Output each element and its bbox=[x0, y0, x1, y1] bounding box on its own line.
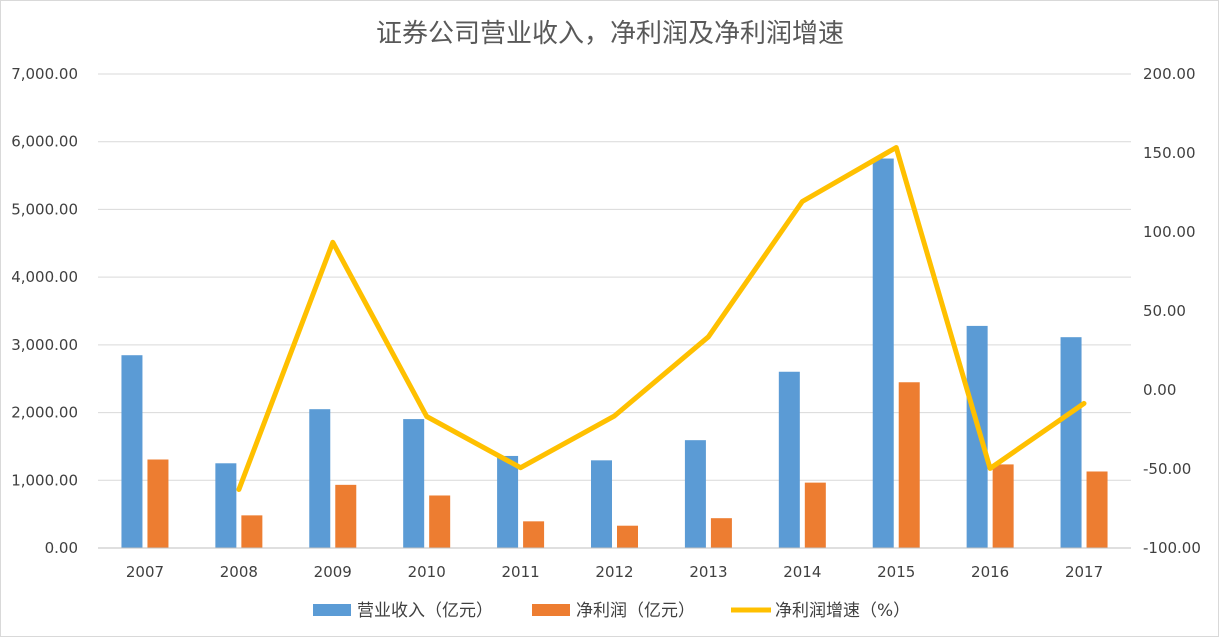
x-axis-tick-label: 2016 bbox=[971, 563, 1009, 581]
net-profit-bar bbox=[804, 482, 826, 548]
left-axis-tick-label: 0.00 bbox=[45, 539, 78, 557]
x-axis-tick-label: 2011 bbox=[501, 563, 539, 581]
revenue-bar bbox=[966, 325, 988, 548]
left-axis: 0.00 1,000.00 2,000.00 3,000.00 4,000.00 5,00… bbox=[11, 65, 78, 557]
net-profit-bar bbox=[710, 518, 732, 548]
left-axis-tick-label: 7,000.00 bbox=[11, 65, 78, 83]
right-axis-tick-label: 0.00 bbox=[1143, 381, 1176, 399]
x-axis: 2007 2008 2009 2010 2011 2012 2013 2014 2015 2016… bbox=[98, 547, 1131, 581]
left-axis-tick-label: 3,000.00 bbox=[11, 336, 78, 354]
left-axis-tick-label: 1,000.00 bbox=[11, 471, 78, 489]
revenue-bar bbox=[778, 371, 800, 548]
net-profit-bar bbox=[523, 521, 545, 548]
x-axis-tick-label: 2007 bbox=[126, 563, 164, 581]
revenue-bar bbox=[215, 463, 237, 548]
x-axis-tick-label: 2013 bbox=[689, 563, 727, 581]
net-profit-bar bbox=[429, 495, 451, 548]
right-axis-tick-label: -100.00 bbox=[1143, 539, 1201, 557]
right-axis: -100.00 -50.00 0.00 50.00 100.00 150.00 200.00 bbox=[1143, 65, 1201, 557]
revenue-bar bbox=[872, 158, 894, 548]
bars bbox=[121, 158, 1108, 548]
net-profit-bar bbox=[1086, 471, 1108, 548]
revenue-bar bbox=[684, 440, 706, 548]
growth-line-layer bbox=[236, 145, 1087, 492]
left-axis-tick-label: 2,000.00 bbox=[11, 404, 78, 422]
net-profit-growth-line bbox=[236, 145, 1087, 492]
net-profit-bar bbox=[617, 525, 638, 548]
net-profit-bar bbox=[335, 484, 357, 548]
left-axis-tick-label: 4,000.00 bbox=[11, 268, 78, 286]
net-profit-bar bbox=[241, 515, 263, 548]
x-axis-tick-label: 2015 bbox=[877, 563, 915, 581]
right-axis-tick-label: 50.00 bbox=[1143, 302, 1186, 320]
x-axis-tick-label: 2012 bbox=[595, 563, 633, 581]
revenue-bar bbox=[309, 409, 331, 548]
revenue-bar bbox=[121, 355, 143, 548]
legend-label: 营业收入（亿元） bbox=[357, 601, 493, 621]
net-profit-bar bbox=[898, 382, 920, 548]
revenue-bar bbox=[1060, 337, 1082, 548]
right-axis-tick-label: 100.00 bbox=[1143, 223, 1196, 241]
net-profit-bar bbox=[147, 459, 169, 548]
chart-title: 证券公司营业收入，净利润及净利润增速 bbox=[376, 19, 844, 49]
x-axis-tick-label: 2008 bbox=[220, 563, 258, 581]
legend: 营业收入（亿元） 净利润（亿元） 净利润增速（%） bbox=[313, 601, 910, 621]
left-axis-tick-label: 5,000.00 bbox=[11, 200, 78, 218]
right-axis-tick-label: 200.00 bbox=[1143, 65, 1196, 83]
legend-label: 净利润（亿元） bbox=[576, 601, 695, 621]
legend-swatch bbox=[313, 604, 351, 616]
legend-swatch bbox=[532, 604, 570, 616]
legend-label: 净利润增速（%） bbox=[775, 601, 910, 621]
x-axis-tick-label: 2017 bbox=[1065, 563, 1103, 581]
x-axis-tick-label: 2010 bbox=[408, 563, 446, 581]
right-axis-tick-label: -50.00 bbox=[1143, 460, 1191, 478]
x-axis-tick-label: 2014 bbox=[783, 563, 821, 581]
net-profit-bar bbox=[992, 464, 1014, 548]
right-axis-tick-label: 150.00 bbox=[1143, 144, 1196, 162]
left-axis-tick-label: 6,000.00 bbox=[11, 133, 78, 151]
revenue-bar bbox=[591, 460, 612, 548]
x-axis-tick-label: 2009 bbox=[314, 563, 352, 581]
revenue-bar bbox=[403, 419, 425, 548]
revenue-bar bbox=[497, 455, 519, 548]
